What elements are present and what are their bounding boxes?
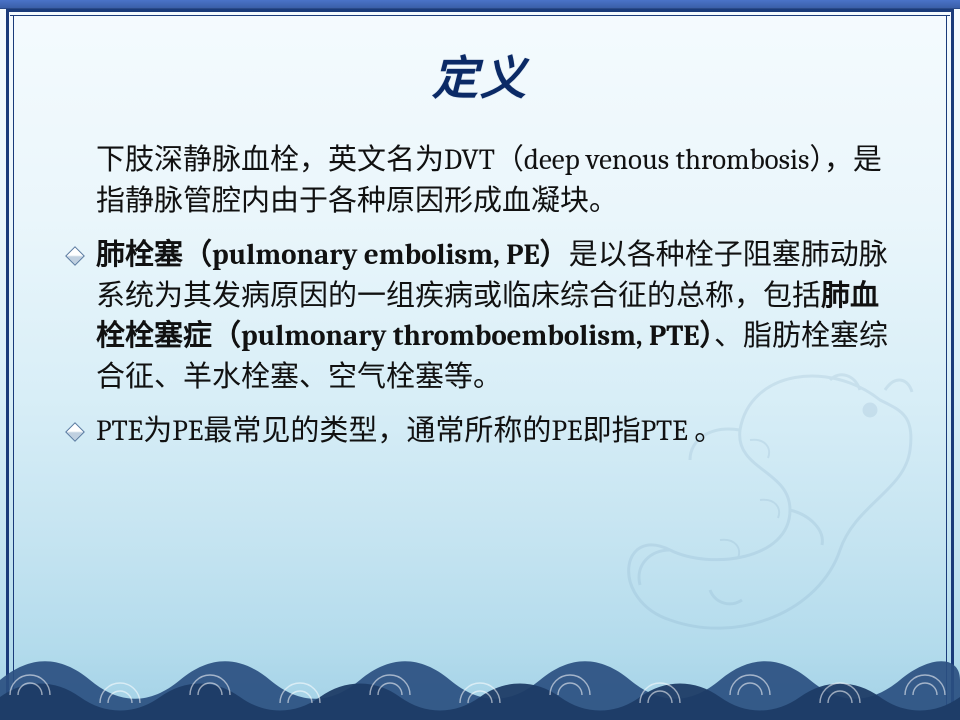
text-segment: 为 bbox=[143, 415, 172, 447]
text-segment: DVT bbox=[444, 144, 495, 177]
border-right bbox=[951, 9, 954, 720]
border-left-inner bbox=[13, 15, 14, 720]
border-left bbox=[6, 9, 9, 720]
border-top-inner bbox=[10, 15, 950, 16]
diamond-bullet-icon bbox=[65, 246, 85, 266]
text-segment: PTE bbox=[96, 415, 143, 448]
text-segment: 。 bbox=[694, 415, 723, 447]
diamond-bullet-icon bbox=[65, 422, 85, 442]
text-segment: ） bbox=[699, 320, 714, 352]
text-segment: （ bbox=[495, 144, 524, 176]
text-segment: 最常见的类型，通常所称的 bbox=[203, 415, 551, 447]
bullet-item: PTE为PE最常见的类型，通常所称的PE即指PTE 。 bbox=[68, 411, 900, 452]
border-top-outer bbox=[6, 9, 954, 12]
text-segment: pulmonary thromboembolism, PTE bbox=[241, 320, 699, 353]
waves-decoration-icon bbox=[0, 625, 960, 720]
bullet-item: 肺栓塞（pulmonary embolism, PE）是以各种栓子阻塞肺动脉系统… bbox=[68, 235, 900, 397]
text-segment: PTE bbox=[641, 415, 695, 448]
text-segment: ） bbox=[540, 239, 569, 271]
window-titlebar bbox=[0, 0, 960, 9]
border-right-inner bbox=[946, 15, 947, 720]
slide-title: 定义 bbox=[0, 42, 960, 108]
text-segment: 即指 bbox=[583, 415, 641, 447]
text-segment: PE bbox=[172, 415, 203, 448]
bullet-item: 下肢深静脉血栓，英文名为DVT（deep venous thrombosis），… bbox=[68, 140, 900, 221]
text-segment: 下肢深静脉血栓，英文名为 bbox=[96, 144, 444, 176]
slide: 定义 下肢深静脉血栓，英文名为DVT（deep venous thrombosi… bbox=[0, 0, 960, 720]
text-segment: 肺栓塞（ bbox=[96, 239, 212, 271]
text-segment: pulmonary embolism, PE bbox=[212, 239, 540, 272]
text-segment: PE bbox=[551, 415, 582, 448]
text-segment: deep venous thrombosis bbox=[524, 144, 809, 177]
slide-body: 下肢深静脉血栓，英文名为DVT（deep venous thrombosis），… bbox=[68, 140, 900, 466]
